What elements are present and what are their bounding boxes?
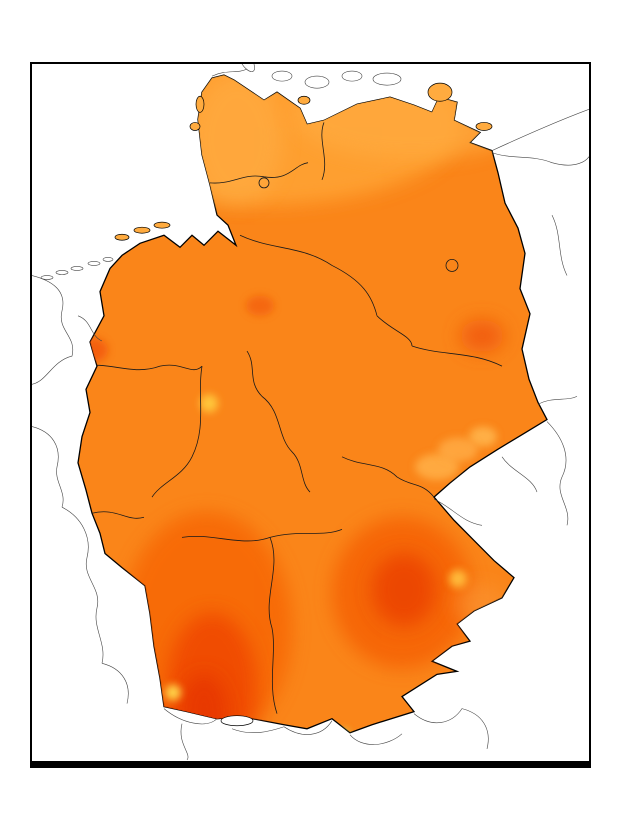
germany-map (32, 64, 589, 761)
neighbour-borders (32, 64, 589, 761)
map-frame (30, 62, 591, 768)
state-borders (78, 122, 503, 714)
lake-constance (220, 715, 254, 727)
islands (114, 82, 493, 241)
temperature-scale (596, 150, 643, 768)
valid-timestamp (355, 3, 363, 19)
